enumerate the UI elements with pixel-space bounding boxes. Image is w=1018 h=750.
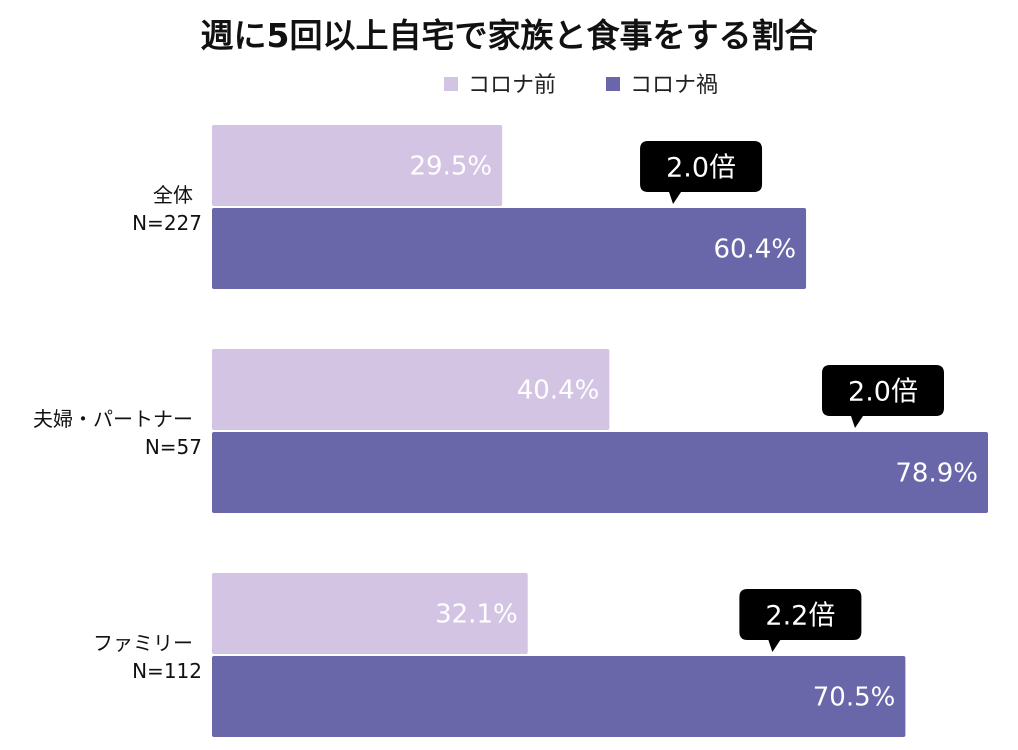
category-n-1: N=227 bbox=[132, 211, 202, 235]
category-label-2: 夫婦・パートナー bbox=[33, 407, 193, 431]
legend-label-2: コロナ禍 bbox=[630, 73, 718, 98]
bar-value-3-1: 32.1% bbox=[435, 600, 518, 630]
ratio-callout-1 bbox=[640, 141, 763, 204]
bar-1-series-1 bbox=[212, 125, 503, 206]
bar-3-series-2 bbox=[212, 656, 906, 737]
category-label-1: 全体 bbox=[153, 183, 193, 207]
ratio-label-1: 2.0倍 bbox=[666, 153, 736, 184]
bar-value-2-2: 78.9% bbox=[895, 459, 978, 489]
ratio-label-2: 2.0倍 bbox=[848, 377, 918, 408]
bar-value-1-2: 60.4% bbox=[713, 235, 796, 265]
legend-swatch-2 bbox=[606, 77, 620, 91]
bars: 29.5% 60.4% 全体 N=227 2.0倍 40.4% 78.9% 夫婦・パートナー N… bbox=[33, 125, 988, 737]
category-n-3: N=112 bbox=[132, 659, 202, 683]
bar-value-2-1: 40.4% bbox=[517, 376, 600, 406]
ratio-callout-2 bbox=[822, 365, 944, 428]
category-n-2: N=57 bbox=[145, 435, 202, 459]
ratio-callout-3 bbox=[739, 589, 862, 652]
legend-swatch-1 bbox=[444, 77, 458, 91]
bar-2-series-2 bbox=[212, 432, 988, 513]
legend-label-1: コロナ前 bbox=[468, 73, 556, 98]
legend: コロナ前 コロナ禍 bbox=[444, 73, 718, 98]
bar-1-series-2 bbox=[212, 208, 807, 289]
chart-title: 週に5回以上自宅で家族と食事をする割合 bbox=[201, 16, 818, 55]
category-label-3: ファミリー bbox=[93, 631, 193, 655]
bar-value-3-2: 70.5% bbox=[813, 683, 896, 713]
bar-3-series-1 bbox=[212, 573, 528, 654]
ratio-label-3: 2.2倍 bbox=[765, 601, 835, 632]
bar-2-series-1 bbox=[212, 349, 610, 430]
bar-value-1-1: 29.5% bbox=[410, 152, 493, 182]
